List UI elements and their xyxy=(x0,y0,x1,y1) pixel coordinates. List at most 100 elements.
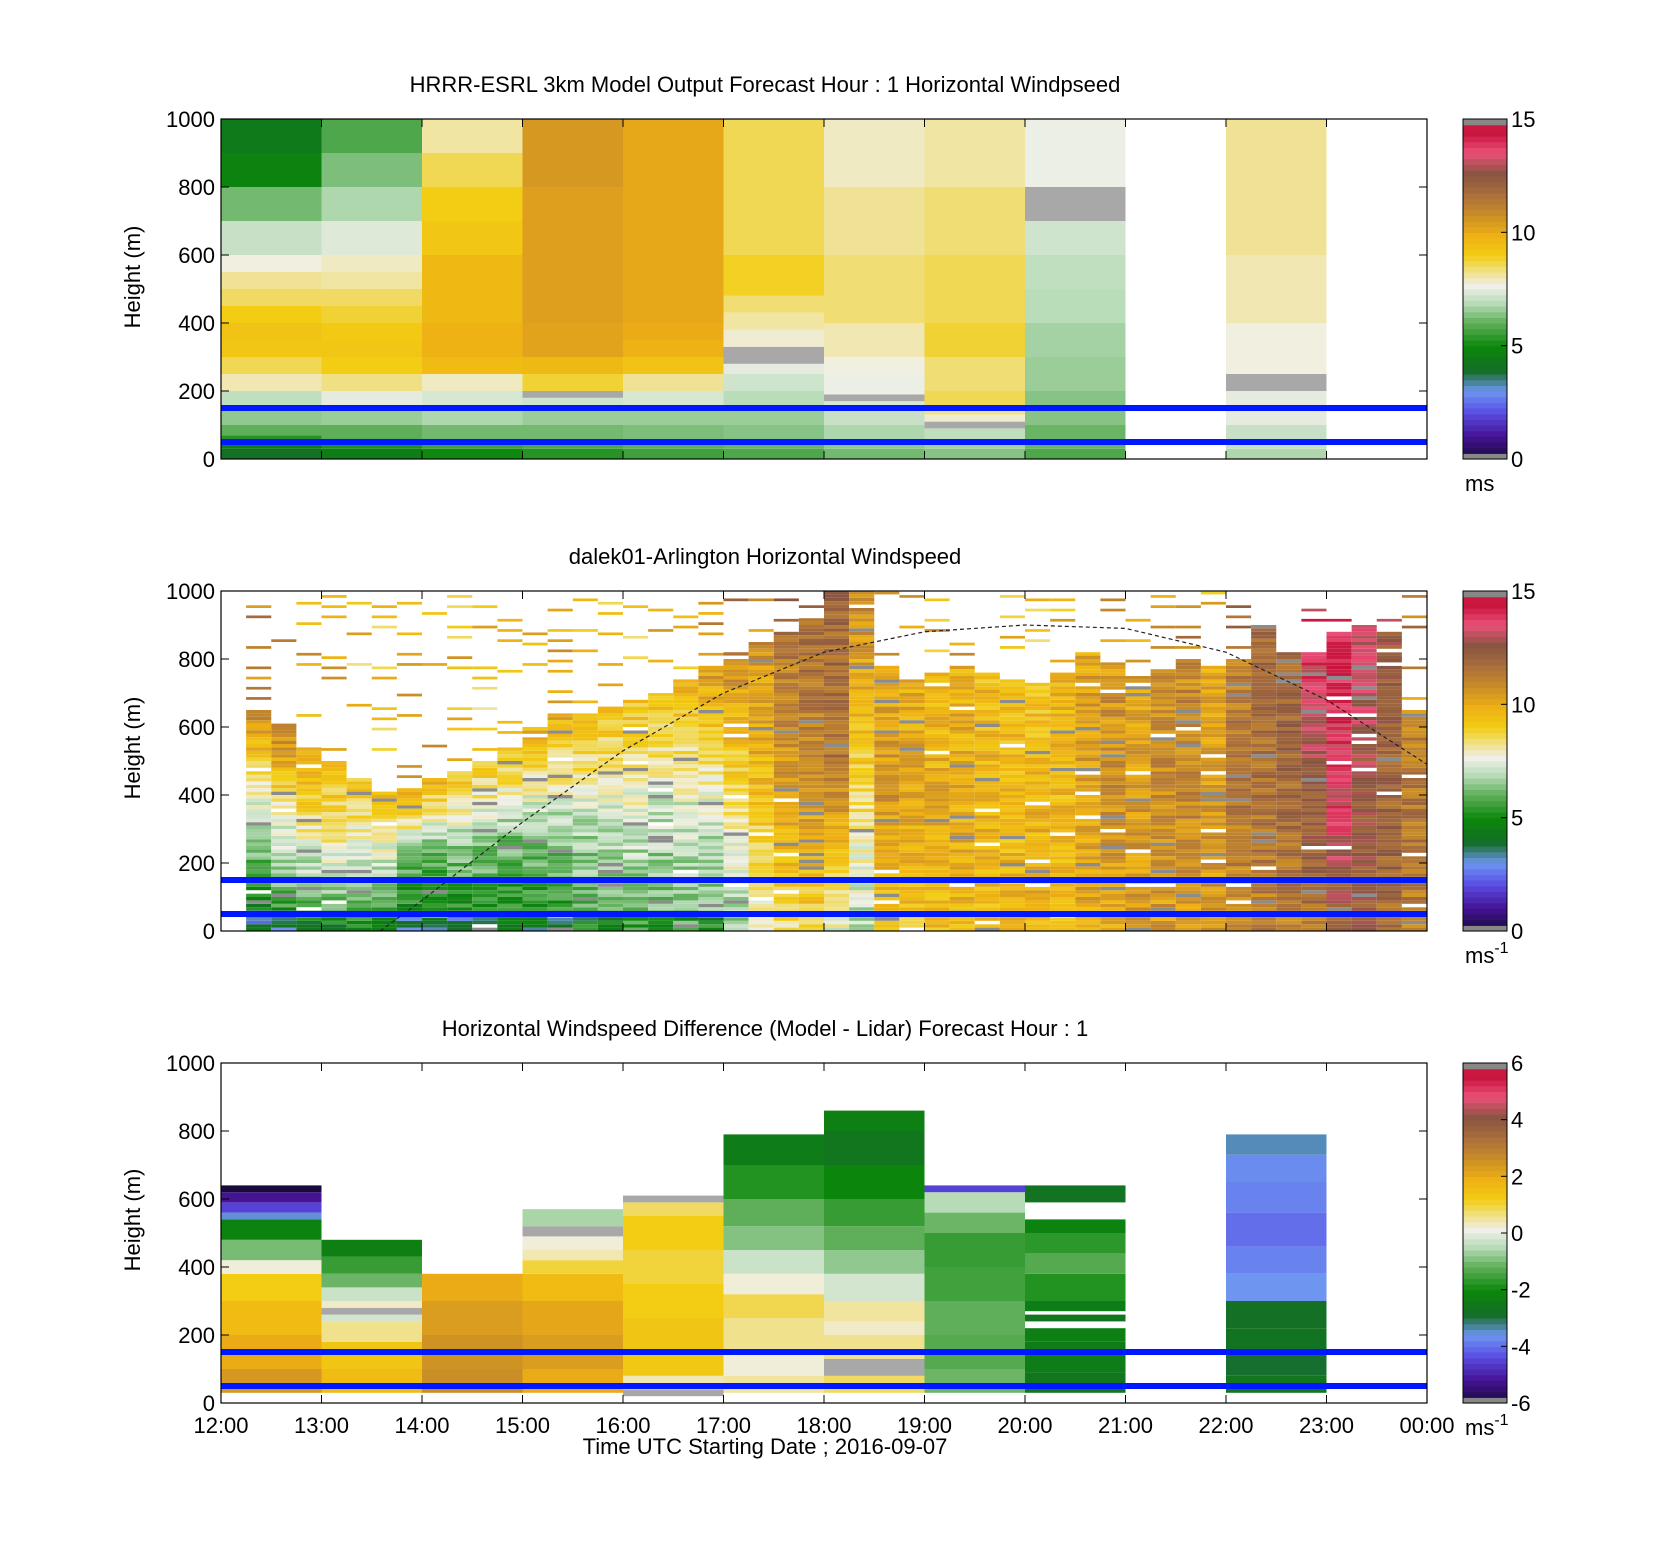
heatmap-cell xyxy=(773,890,799,894)
heatmap-cell xyxy=(1200,863,1226,867)
heatmap-cell xyxy=(698,852,724,857)
heatmap-cell xyxy=(321,778,347,782)
colorbar-segment xyxy=(1463,419,1507,426)
heatmap-cell xyxy=(246,849,272,853)
heatmap-cell xyxy=(1050,812,1076,816)
heatmap-cell xyxy=(271,771,297,775)
heatmap-cell xyxy=(1025,798,1051,802)
heatmap-cell xyxy=(1276,903,1302,908)
heatmap-cell xyxy=(698,886,724,891)
heatmap-cell xyxy=(522,774,548,778)
colorbar-segment xyxy=(1463,238,1507,245)
heatmap-cell xyxy=(572,720,598,724)
heatmap-cell xyxy=(1150,703,1176,707)
heatmap-cell xyxy=(1200,815,1226,819)
heatmap-cell xyxy=(924,689,950,693)
heatmap-cell xyxy=(899,730,925,734)
heatmap-cell xyxy=(648,846,674,850)
heatmap-cell xyxy=(1226,788,1252,792)
heatmap-cell xyxy=(748,771,774,775)
heatmap-cell xyxy=(824,604,850,608)
heatmap-cell xyxy=(874,672,900,676)
heatmap-cell xyxy=(999,805,1025,809)
heatmap-cell xyxy=(623,812,649,816)
heatmap-cell xyxy=(1326,856,1352,860)
heatmap-cell xyxy=(547,669,573,673)
y-tick-label: 200 xyxy=(178,379,215,404)
heatmap-cell xyxy=(748,927,774,931)
heatmap-cell xyxy=(648,883,674,887)
colorbar-segment xyxy=(1463,897,1507,904)
heatmap-cell xyxy=(572,863,598,867)
heatmap-cell xyxy=(472,727,498,731)
heatmap-cell xyxy=(1276,767,1302,772)
heatmap-cell xyxy=(849,795,875,799)
heatmap-cell xyxy=(924,696,950,700)
heatmap-cell xyxy=(1125,815,1151,819)
heatmap-cell xyxy=(1050,829,1076,833)
heatmap-cell xyxy=(221,1301,322,1335)
heatmap-cell xyxy=(396,815,422,819)
heatmap-cell xyxy=(1276,835,1302,840)
colorbar-segment xyxy=(1463,1097,1507,1104)
heatmap-cell xyxy=(1226,771,1252,775)
heatmap-cell xyxy=(824,774,850,778)
heatmap-cell xyxy=(296,808,322,812)
heatmap-cell xyxy=(874,713,900,717)
heatmap-cell xyxy=(849,859,875,863)
heatmap-cell xyxy=(1050,744,1076,748)
heatmap-cell xyxy=(773,893,799,897)
heatmap-cell xyxy=(547,771,573,775)
heatmap-cell xyxy=(623,903,649,908)
heatmap-cell xyxy=(221,1369,322,1393)
colorbar-tick-label: -2 xyxy=(1511,1278,1531,1303)
heatmap-cell xyxy=(396,829,422,833)
heatmap-cell xyxy=(1376,822,1402,826)
heatmap-cell xyxy=(321,822,347,826)
heatmap-cell xyxy=(1351,842,1377,846)
heatmap-cell xyxy=(396,805,422,809)
heatmap-cell xyxy=(1401,873,1427,877)
heatmap-cell xyxy=(1025,706,1051,710)
heatmap-cell xyxy=(1326,791,1352,795)
heatmap-cell xyxy=(1251,638,1277,642)
heatmap-cell xyxy=(849,839,875,843)
heatmap-cell xyxy=(296,856,322,860)
heatmap-cell xyxy=(723,808,749,812)
heatmap-cell xyxy=(824,591,850,595)
heatmap-cell xyxy=(1351,716,1377,721)
colorbar-segment xyxy=(1463,391,1507,398)
heatmap-cell xyxy=(849,744,875,748)
heatmap-cell xyxy=(1251,822,1277,826)
x-tick-label: 19:00 xyxy=(897,1413,952,1438)
heatmap-cell xyxy=(874,710,900,714)
heatmap-cell xyxy=(522,727,548,731)
heatmap-cell xyxy=(999,761,1025,765)
heatmap-cell xyxy=(1226,849,1252,853)
heatmap-cell xyxy=(1401,771,1427,775)
heatmap-cell xyxy=(1401,849,1427,853)
heatmap-cell xyxy=(723,829,749,833)
heatmap-cell xyxy=(371,869,397,874)
colorbar-segment xyxy=(1463,863,1507,870)
heatmap-cell xyxy=(1401,595,1427,598)
heatmap-cell xyxy=(1125,893,1151,897)
heatmap-cell xyxy=(924,774,950,778)
heatmap-cell xyxy=(271,866,297,870)
heatmap-cell xyxy=(1351,852,1377,857)
heatmap-cell xyxy=(748,801,774,806)
heatmap-cell xyxy=(798,815,824,819)
heatmap-cell xyxy=(1200,890,1226,894)
heatmap-cell xyxy=(1326,676,1352,680)
heatmap-cell xyxy=(773,761,799,765)
heatmap-cell xyxy=(572,649,598,653)
heatmap-cell xyxy=(1376,812,1402,816)
heatmap-cell xyxy=(949,642,975,646)
heatmap-cell xyxy=(949,679,975,683)
heatmap-cell xyxy=(773,716,799,721)
heatmap-cell xyxy=(371,873,397,877)
heatmap-cell xyxy=(472,869,498,874)
heatmap-cell xyxy=(597,612,623,615)
heatmap-cell xyxy=(1401,907,1427,911)
heatmap-cell xyxy=(924,866,950,870)
